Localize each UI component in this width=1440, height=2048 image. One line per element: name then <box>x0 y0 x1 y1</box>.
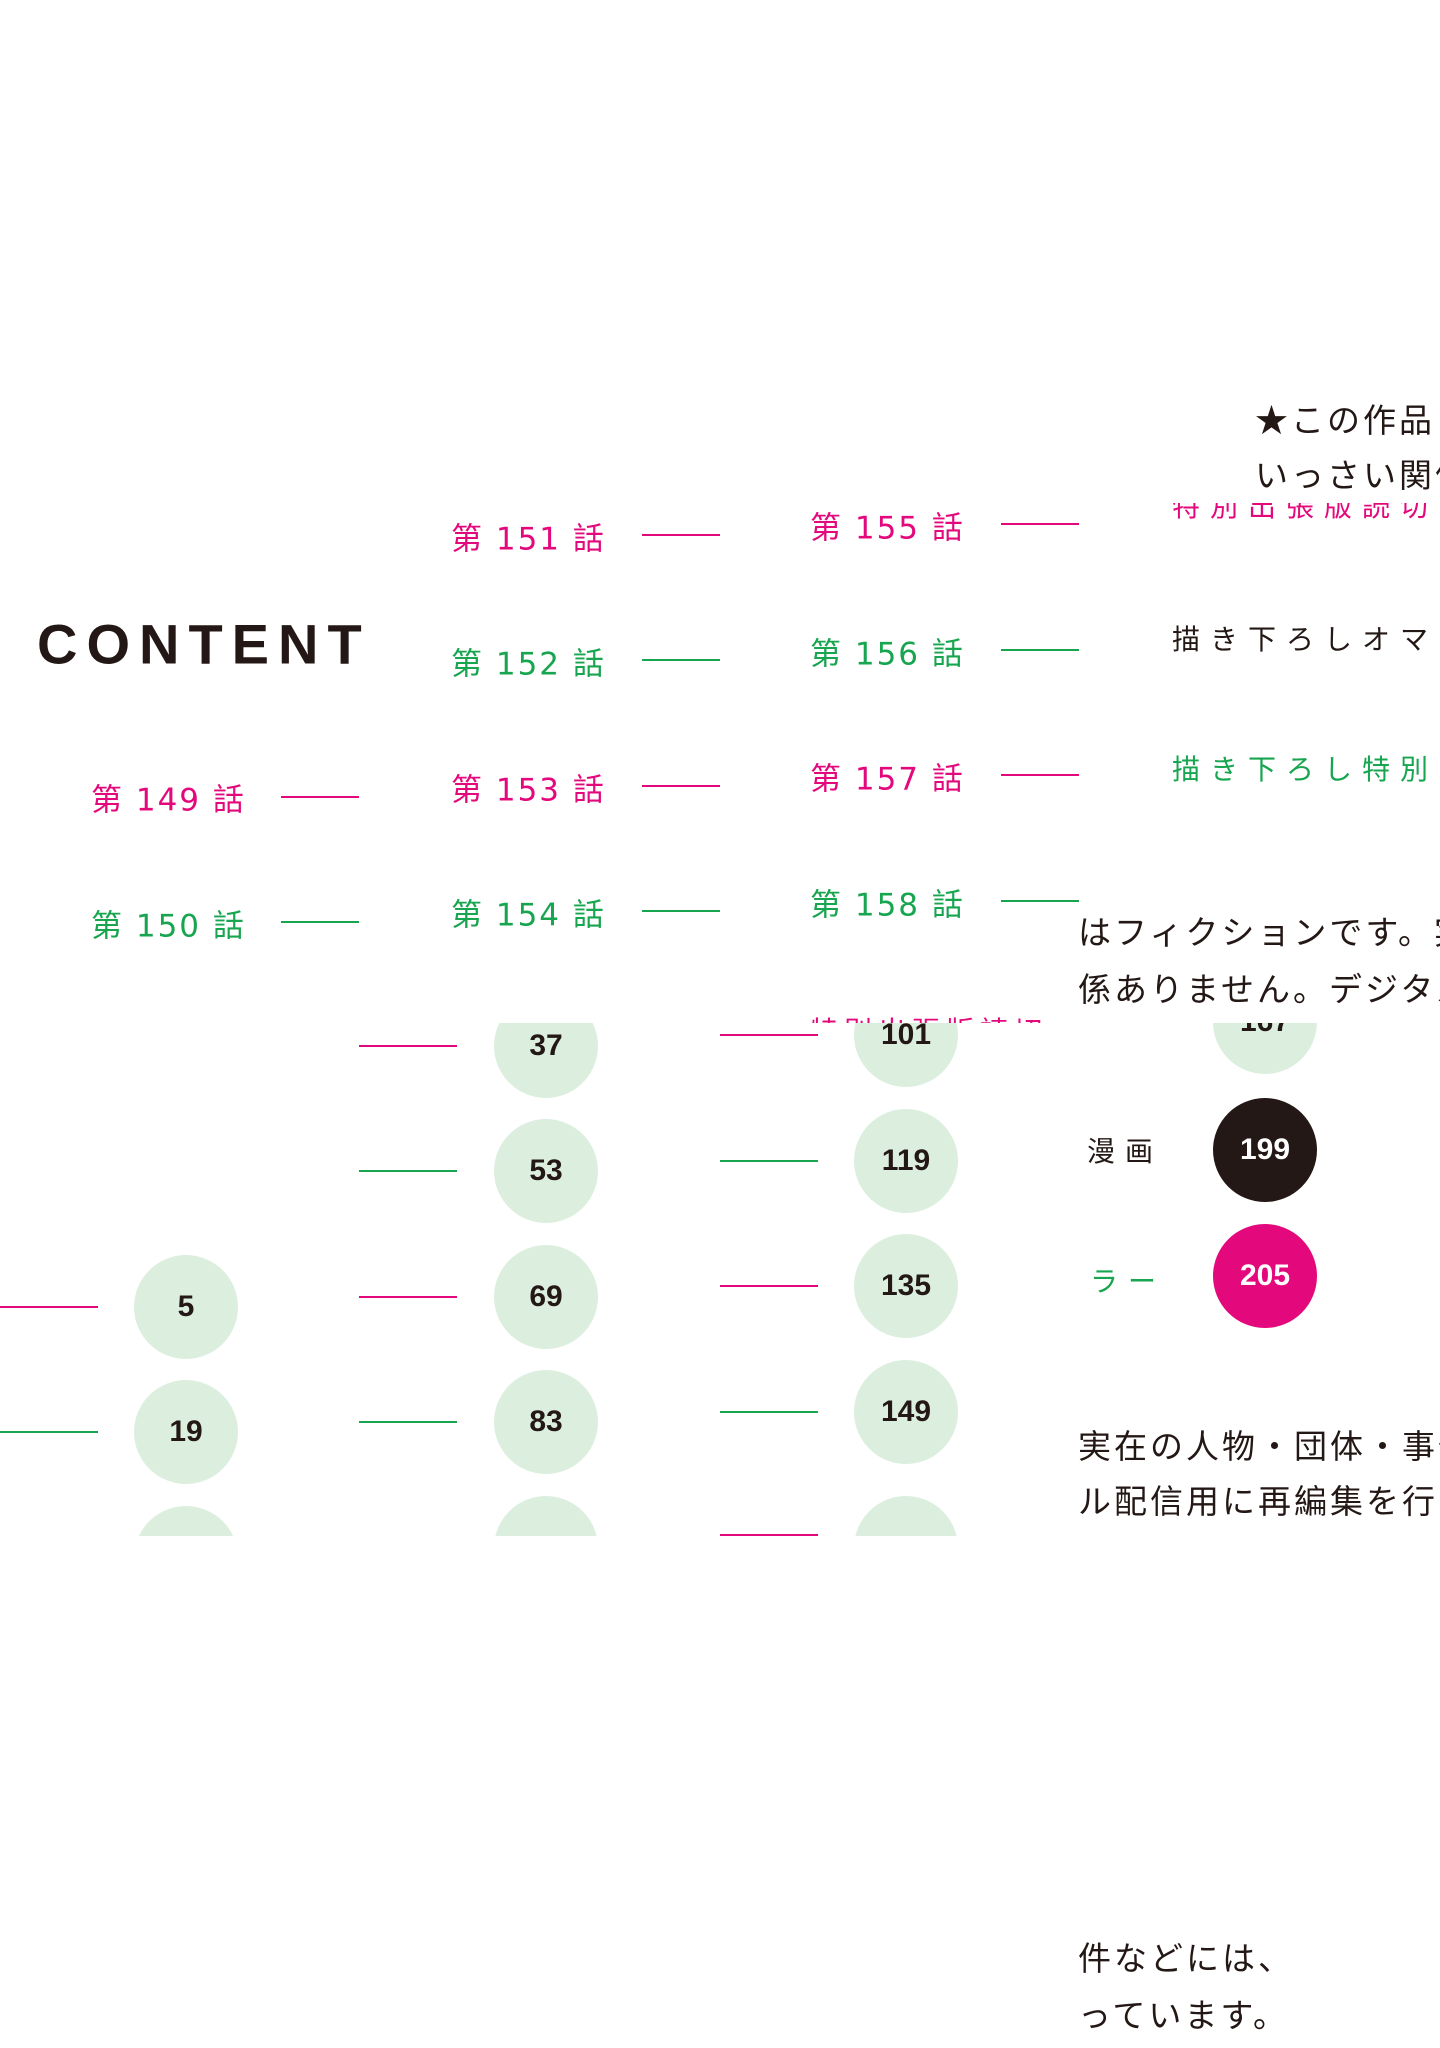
page-title: CONTENT <box>37 612 371 676</box>
leader-line <box>1001 649 1079 651</box>
page-number-badge: 5 <box>134 1255 238 1359</box>
extra-label-tail: ラー <box>1090 1265 1167 1298</box>
page-number-badge: 149 <box>854 1360 958 1464</box>
leader-line <box>1001 774 1079 776</box>
chapter-label: 第 155 話 <box>810 510 965 547</box>
leader-line <box>720 1160 818 1162</box>
chapter-label: 第 150 話 <box>91 908 246 945</box>
page-number-band: S 5 19 37 53 69 83 101 101 119 135 149 1… <box>0 1023 1440 1536</box>
leader-line <box>359 1421 457 1423</box>
leader-line <box>720 1285 818 1287</box>
chapter-label: 第 151 話 <box>451 521 606 558</box>
leader-line <box>281 796 359 798</box>
notice-line-1: ★この作品 <box>1255 401 1435 440</box>
leader-line <box>359 1170 457 1172</box>
page-number-badge: 119 <box>854 1109 958 1213</box>
page-number-badge-partial: 167 <box>854 1496 958 1536</box>
page-number-badge-partial <box>134 1506 238 1536</box>
leader-line <box>642 785 720 787</box>
extra-label: 描き下ろしオマケ漫画 <box>1172 623 1440 656</box>
leader-line <box>359 1045 457 1047</box>
extra-label-tail: 漫画 <box>1087 1135 1164 1168</box>
chapter-label: 第 157 話 <box>810 761 965 798</box>
leader-line <box>642 910 720 912</box>
chapter-label-partial: 第 155 話 <box>451 1014 606 1024</box>
notice-line-3: はフィクションです。実 <box>1078 913 1440 952</box>
page-number-badge: 167 <box>1213 1023 1317 1074</box>
page-number-badge: 19 <box>134 1380 238 1484</box>
extra-label: 特別出張版読切 <box>1172 503 1439 523</box>
leader-line <box>359 1296 457 1298</box>
chapter-label: 第 158 話 <box>810 887 965 924</box>
notice-line-2: いっさい関係 <box>1255 456 1440 495</box>
page-title-tail: S <box>0 1125 6 1190</box>
leader-line <box>0 1431 98 1433</box>
chapter-label: 第 153 話 <box>451 772 606 809</box>
page-number-badge: 101 <box>854 1023 958 1087</box>
notice-line-6: ル配信用に再編集を行 <box>1078 1482 1438 1521</box>
page-number-badge: 135 <box>854 1234 958 1338</box>
chapter-label-band: CONTENT 第 149 話 第 150 話 第 151 話 第 152 話 … <box>0 503 1440 1023</box>
notice-line-4: 係ありません。デジタル <box>1078 970 1440 1009</box>
extra-label: 描き下ろし特別カラー <box>1172 753 1440 786</box>
page-number-badge-pink: 205 <box>1213 1224 1317 1328</box>
notice-line-5: 実在の人物・団体・事件 <box>1078 1427 1440 1466</box>
page-number-badge: 83 <box>494 1370 598 1474</box>
leader-line <box>1001 900 1079 902</box>
page-number-badge-partial: 101 <box>494 1496 598 1536</box>
leader-line <box>0 1306 98 1308</box>
page-number-badge: 37 <box>494 1023 598 1098</box>
notice-line-8: っています。 <box>1078 1996 1290 2035</box>
leader-line <box>720 1034 818 1036</box>
leader-line <box>720 1411 818 1413</box>
leader-line <box>642 659 720 661</box>
page-number-badge: 53 <box>494 1119 598 1223</box>
chapter-label: 第 152 話 <box>451 646 606 683</box>
extra-label-partial: 特別出張版読切 <box>810 1010 1048 1023</box>
chapter-label: 第 154 話 <box>451 897 606 934</box>
leader-line <box>642 534 720 536</box>
page-number-badge: 69 <box>494 1245 598 1349</box>
leader-line <box>281 921 359 923</box>
page-number-badge-black: 199 <box>1213 1098 1317 1202</box>
notice-line-7: 件などには、 <box>1078 1939 1294 1978</box>
chapter-label: 第 149 話 <box>91 782 246 819</box>
leader-line <box>720 1534 818 1536</box>
leader-line <box>1001 523 1079 525</box>
chapter-label: 第 156 話 <box>810 636 965 673</box>
